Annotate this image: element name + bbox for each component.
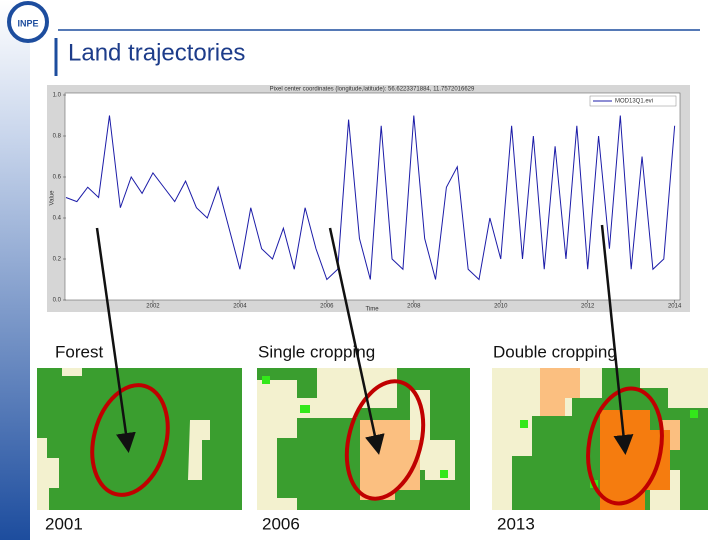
logo xyxy=(7,1,49,43)
x-tick-label: 2010 xyxy=(494,304,508,310)
x-tick-label: 2014 xyxy=(668,304,682,310)
y-tick-label: 0.8 xyxy=(53,134,62,140)
highlight xyxy=(344,379,426,501)
title: Land trajectories xyxy=(68,39,245,66)
logo-text: INPE xyxy=(17,18,38,28)
y-tick-label: 1.0 xyxy=(53,93,62,99)
map-crop xyxy=(540,368,680,450)
x-tick-label: 2004 xyxy=(233,304,247,310)
legend-label: MOD13Q1.evi xyxy=(615,99,653,105)
panel-year: 2013 xyxy=(497,514,535,533)
x-tick-label: 2008 xyxy=(407,304,421,310)
legend xyxy=(589,95,677,107)
y-tick-label: 0.2 xyxy=(53,257,62,263)
side-bar xyxy=(0,0,30,540)
plot-area xyxy=(64,92,681,301)
map-patches xyxy=(257,368,455,510)
panel-year: 2001 xyxy=(45,514,83,533)
series-line xyxy=(65,115,676,281)
y-tick-label: 0.0 xyxy=(53,298,62,304)
y-axis-label: Value xyxy=(50,190,56,206)
arrow xyxy=(95,227,136,453)
chart: Pixel center coordinates (longitude,lati… xyxy=(47,85,690,313)
arrow xyxy=(600,224,634,455)
panel-label: Single cropping xyxy=(258,342,375,361)
panel-year: 2006 xyxy=(262,514,300,533)
panel-label: Double cropping xyxy=(493,342,617,361)
x-tick-label: 2012 xyxy=(581,304,595,310)
panel-label: Forest xyxy=(55,342,103,361)
highlight xyxy=(90,383,170,497)
x-tick-label: 2006 xyxy=(320,304,334,310)
arrow xyxy=(328,227,385,455)
x-axis-label: Time xyxy=(365,307,379,313)
y-tick-label: 0.4 xyxy=(53,216,62,222)
x-tick-label: 2002 xyxy=(146,304,160,310)
maps xyxy=(37,368,708,510)
y-tick-label: 0.6 xyxy=(53,175,62,181)
chart-title: Pixel center coordinates (longitude,lati… xyxy=(270,87,475,93)
highlight xyxy=(586,386,664,506)
